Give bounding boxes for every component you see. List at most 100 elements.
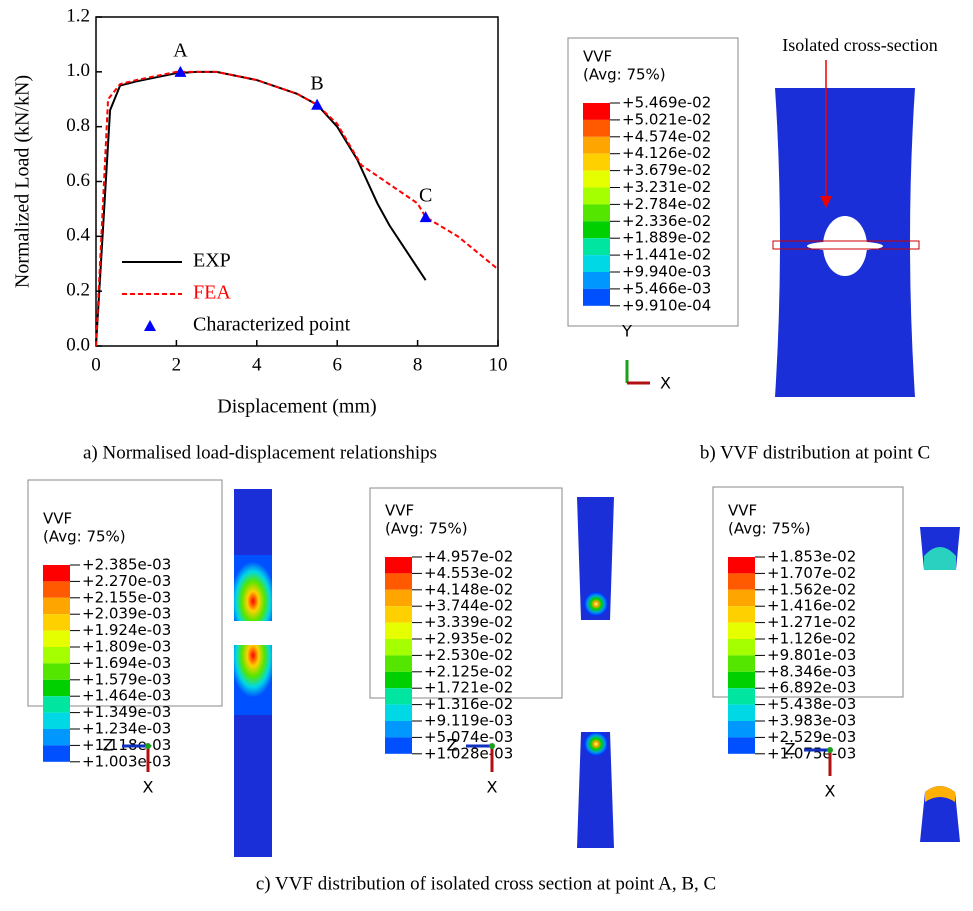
colorbar-label: +6.892e-03 — [767, 679, 856, 697]
y-tick-label: 0.0 — [66, 334, 90, 355]
colorbar-band — [583, 171, 610, 188]
colorbar-band — [385, 655, 412, 671]
colorbar-label: +1.809e-03 — [82, 638, 171, 656]
colorbar-band — [728, 606, 755, 622]
colorbar-label: +1.441e-02 — [622, 246, 711, 264]
colorbar-band — [385, 705, 412, 721]
annotation: Isolated cross-section — [782, 35, 937, 55]
axis-label: Y — [621, 322, 632, 341]
figure: 0.00.20.40.60.81.01.20246810Displacement… — [0, 0, 973, 911]
axis-origin — [827, 747, 833, 753]
axis-origin — [145, 743, 151, 749]
y-axis-title: Normalized Load (kN/kN) — [12, 75, 34, 288]
colorbar-label: +3.339e-02 — [424, 613, 513, 631]
colorbar-band — [728, 737, 755, 753]
y-tick-label: 0.2 — [66, 280, 90, 301]
colorbar-label: +9.910e-04 — [622, 296, 711, 314]
colorbar-label: +1.464e-03 — [82, 687, 171, 705]
caption: b) VVF distribution at point C — [700, 442, 930, 463]
colorbar-label: +1.579e-03 — [82, 670, 171, 688]
colorbar-title: VVF — [583, 48, 612, 66]
colorbar-band — [43, 745, 70, 761]
x-tick-label: 2 — [172, 354, 182, 375]
x-tick-label: 6 — [332, 354, 342, 375]
colorbar-band — [583, 188, 610, 205]
colorbar-band — [43, 631, 70, 647]
colorbar-band — [385, 639, 412, 655]
axis-label: Z — [785, 740, 796, 759]
x-axis-title: Displacement (mm) — [217, 396, 376, 418]
line-series — [96, 72, 426, 346]
y-tick-label: 1.0 — [66, 60, 90, 81]
colorbar-band — [583, 272, 610, 289]
point-label: B — [310, 72, 323, 94]
colorbar-band — [385, 606, 412, 622]
colorbar-label: +4.553e-02 — [424, 564, 513, 582]
colorbar-label: +5.074e-03 — [424, 728, 513, 746]
colorbar-label: +4.126e-02 — [622, 144, 711, 162]
legend-marker — [144, 320, 156, 331]
colorbar-label: +2.935e-02 — [424, 630, 513, 648]
colorbar-band — [43, 598, 70, 614]
colorbar-band — [43, 565, 70, 581]
colorbar-label: +1.924e-03 — [82, 621, 171, 639]
colorbar-label: +1.075e-03 — [767, 744, 856, 762]
point-marker — [420, 211, 432, 222]
point-marker — [311, 99, 323, 110]
colorbar-label: +1.853e-02 — [767, 548, 856, 566]
colorbar-band — [583, 137, 610, 154]
colorbar-label: +5.469e-02 — [622, 94, 711, 112]
colorbar-band — [728, 721, 755, 737]
colorbar-label: +1.707e-02 — [767, 564, 856, 582]
colorbar-subtitle: (Avg: 75%) — [583, 66, 666, 84]
line-series — [96, 72, 498, 346]
colorbar-label: +2.270e-03 — [82, 572, 171, 590]
colorbar-band — [385, 721, 412, 737]
colorbar-band — [728, 623, 755, 639]
colorbar-label: +9.801e-03 — [767, 646, 856, 664]
colorbar-label: +3.231e-02 — [622, 178, 711, 196]
specimen-b — [773, 60, 919, 397]
colorbar-band — [43, 614, 70, 630]
colorbar-label: +5.466e-03 — [622, 279, 711, 297]
colorbar-label: +3.744e-02 — [424, 597, 513, 615]
axis-label: Z — [103, 736, 114, 755]
colorbar-label: +4.957e-02 — [424, 548, 513, 566]
colorbar-band — [385, 672, 412, 688]
colorbar-band — [728, 590, 755, 606]
colorbar-band — [583, 221, 610, 238]
legend-label: FEA — [193, 282, 231, 304]
colorbar-band — [728, 672, 755, 688]
colorbar-label: +2.039e-03 — [82, 605, 171, 623]
colorbar-band — [43, 647, 70, 663]
colorbar-label: +4.574e-02 — [622, 127, 711, 145]
colorbar-band — [728, 705, 755, 721]
colorbar-label: +8.346e-03 — [767, 662, 856, 680]
colorbar-label: +2.336e-02 — [622, 212, 711, 230]
colorbar-label: +9.119e-03 — [424, 712, 513, 730]
colorbar-label: +1.349e-03 — [82, 703, 171, 721]
colorbar-title: VVF — [43, 510, 72, 528]
x-tick-label: 0 — [91, 354, 101, 375]
colorbar-label: +1.721e-02 — [424, 679, 513, 697]
colorbar-label: +1.271e-02 — [767, 613, 856, 631]
caption: a) Normalised load-displacement relation… — [83, 442, 437, 463]
x-tick-label: 8 — [413, 354, 423, 375]
colorbar-band — [728, 688, 755, 704]
colorbar-band — [385, 557, 412, 573]
legend-label: Characterized point — [193, 314, 351, 336]
colorbar-band — [583, 120, 610, 137]
colorbar-title: VVF — [728, 502, 757, 520]
colorbar-label: +1.889e-02 — [622, 229, 711, 247]
colorbar-label: +1.562e-02 — [767, 580, 856, 598]
colorbar-label: +2.529e-03 — [767, 728, 856, 746]
colorbar-band — [583, 238, 610, 255]
colorbar-subtitle: (Avg: 75%) — [43, 528, 126, 546]
colorbar-label: +1.126e-02 — [767, 630, 856, 648]
colorbar-label: +9.940e-03 — [622, 263, 711, 281]
axis-label: X — [660, 374, 671, 393]
legend-label: EXP — [193, 250, 231, 272]
colorbar-band — [43, 713, 70, 729]
colorbar-band — [385, 623, 412, 639]
axis-label: X — [487, 778, 498, 797]
